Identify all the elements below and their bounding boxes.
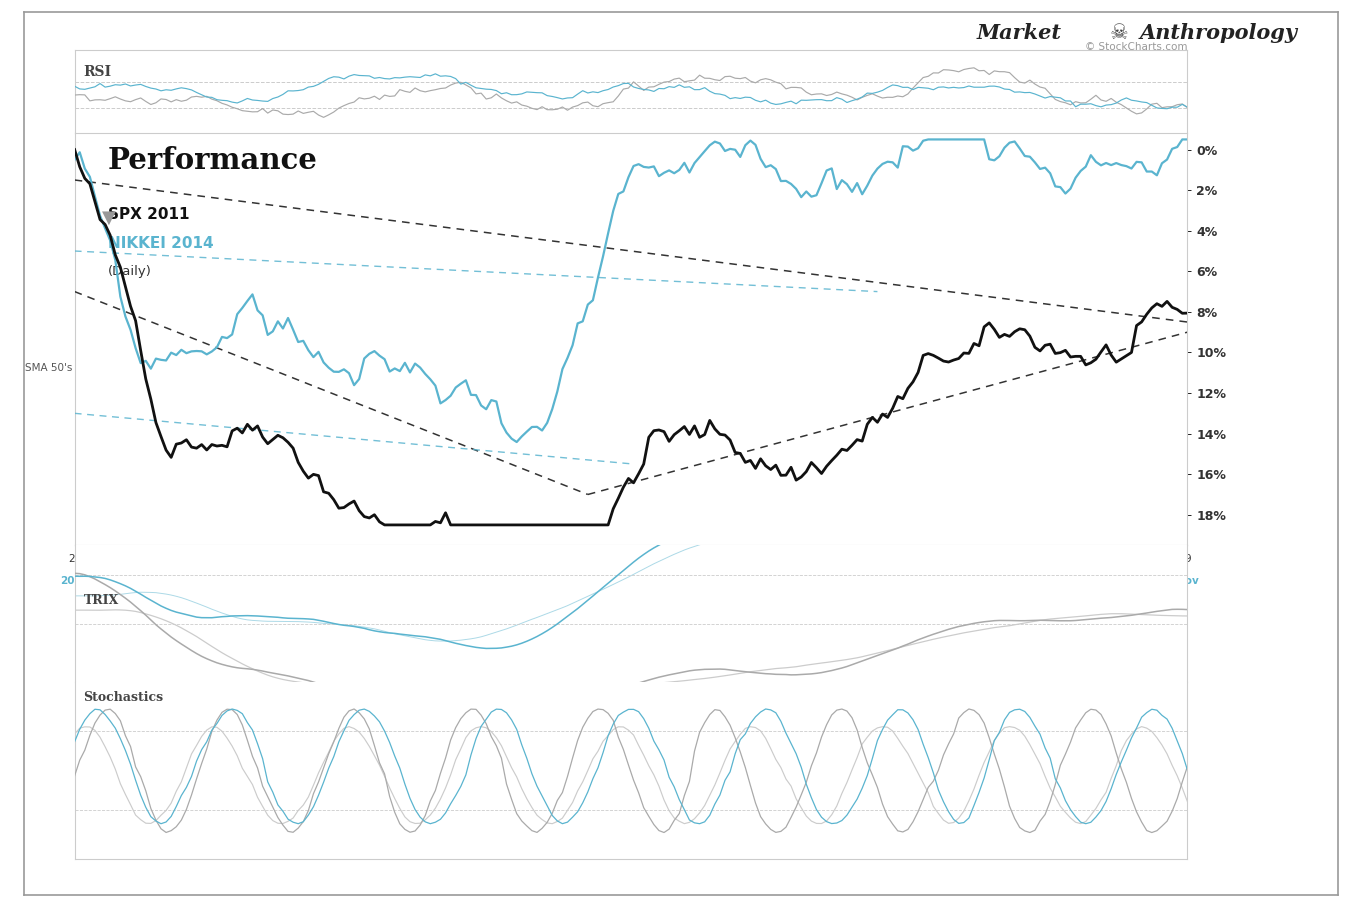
Text: 2014: 2014	[60, 575, 90, 585]
Text: Anthropology: Anthropology	[1140, 23, 1297, 43]
Text: Feb: Feb	[175, 575, 197, 585]
Text: Sep: Sep	[954, 575, 976, 585]
Text: May: May	[508, 575, 532, 585]
Text: Mar: Mar	[286, 575, 308, 585]
Text: Jun: Jun	[622, 575, 641, 585]
Text: Nov: Nov	[1177, 575, 1198, 585]
Text: Oct: Oct	[1067, 575, 1086, 585]
Text: RSI: RSI	[84, 65, 111, 79]
Text: Aug: Aug	[843, 575, 864, 585]
Text: NIKKEI 2014: NIKKEI 2014	[109, 236, 213, 251]
Text: SPX 2011: SPX 2011	[109, 207, 190, 223]
Text: Stochastics: Stochastics	[84, 692, 164, 704]
Text: ▼: ▼	[102, 209, 115, 227]
Text: © StockCharts.com: © StockCharts.com	[1084, 42, 1187, 52]
Text: (Daily): (Daily)	[109, 265, 152, 278]
Text: TRIX: TRIX	[84, 594, 119, 606]
Text: Market: Market	[977, 23, 1063, 43]
Text: Apr: Apr	[398, 575, 419, 585]
Text: Performance: Performance	[109, 145, 318, 175]
Text: ☠: ☠	[1110, 23, 1129, 43]
Text: SMA 50's: SMA 50's	[24, 363, 72, 373]
Text: Jul: Jul	[735, 575, 749, 585]
